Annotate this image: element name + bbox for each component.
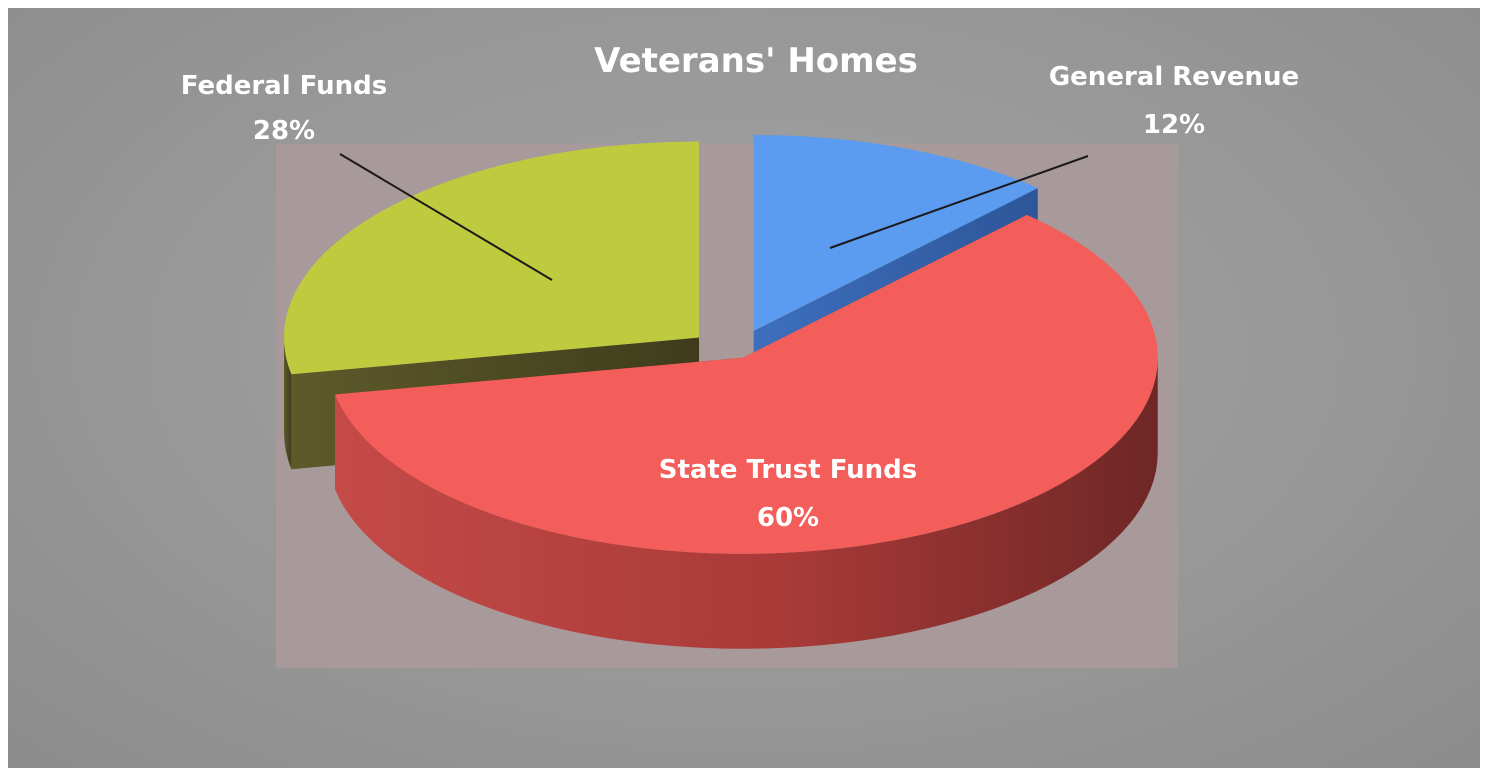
- slice-label-general-revenue-name: General Revenue: [1049, 62, 1299, 92]
- slice-group-state-trust-funds: [335, 214, 1158, 649]
- slice-label-state-trust-funds-percent: 60%: [757, 503, 819, 533]
- leader-line-federal-funds: [339, 153, 553, 281]
- slice-top-general-revenue: [753, 134, 1038, 331]
- chart-title: Veterans' Homes: [594, 41, 918, 81]
- slice-label-federal-funds-percent: 28%: [253, 116, 315, 146]
- slice-label-general-revenue-percent: 12%: [1143, 110, 1205, 140]
- leader-line-general-revenue: [829, 155, 1089, 249]
- slice-top-federal-funds: [284, 141, 700, 375]
- slice-side-state-trust-funds: [335, 357, 1158, 649]
- pie-slices-layer: [284, 134, 1158, 649]
- chart-frame: Veterans' Homes Federal Funds 28% Genera…: [8, 8, 1480, 768]
- slice-side-federal-funds: [284, 337, 292, 470]
- slice-label-state-trust-funds-name: State Trust Funds: [659, 455, 918, 485]
- pie-chart: Veterans' Homes Federal Funds 28% Genera…: [181, 41, 1299, 668]
- slice-top-state-trust-funds: [335, 214, 1158, 554]
- slice-label-federal-funds-name: Federal Funds: [181, 71, 388, 101]
